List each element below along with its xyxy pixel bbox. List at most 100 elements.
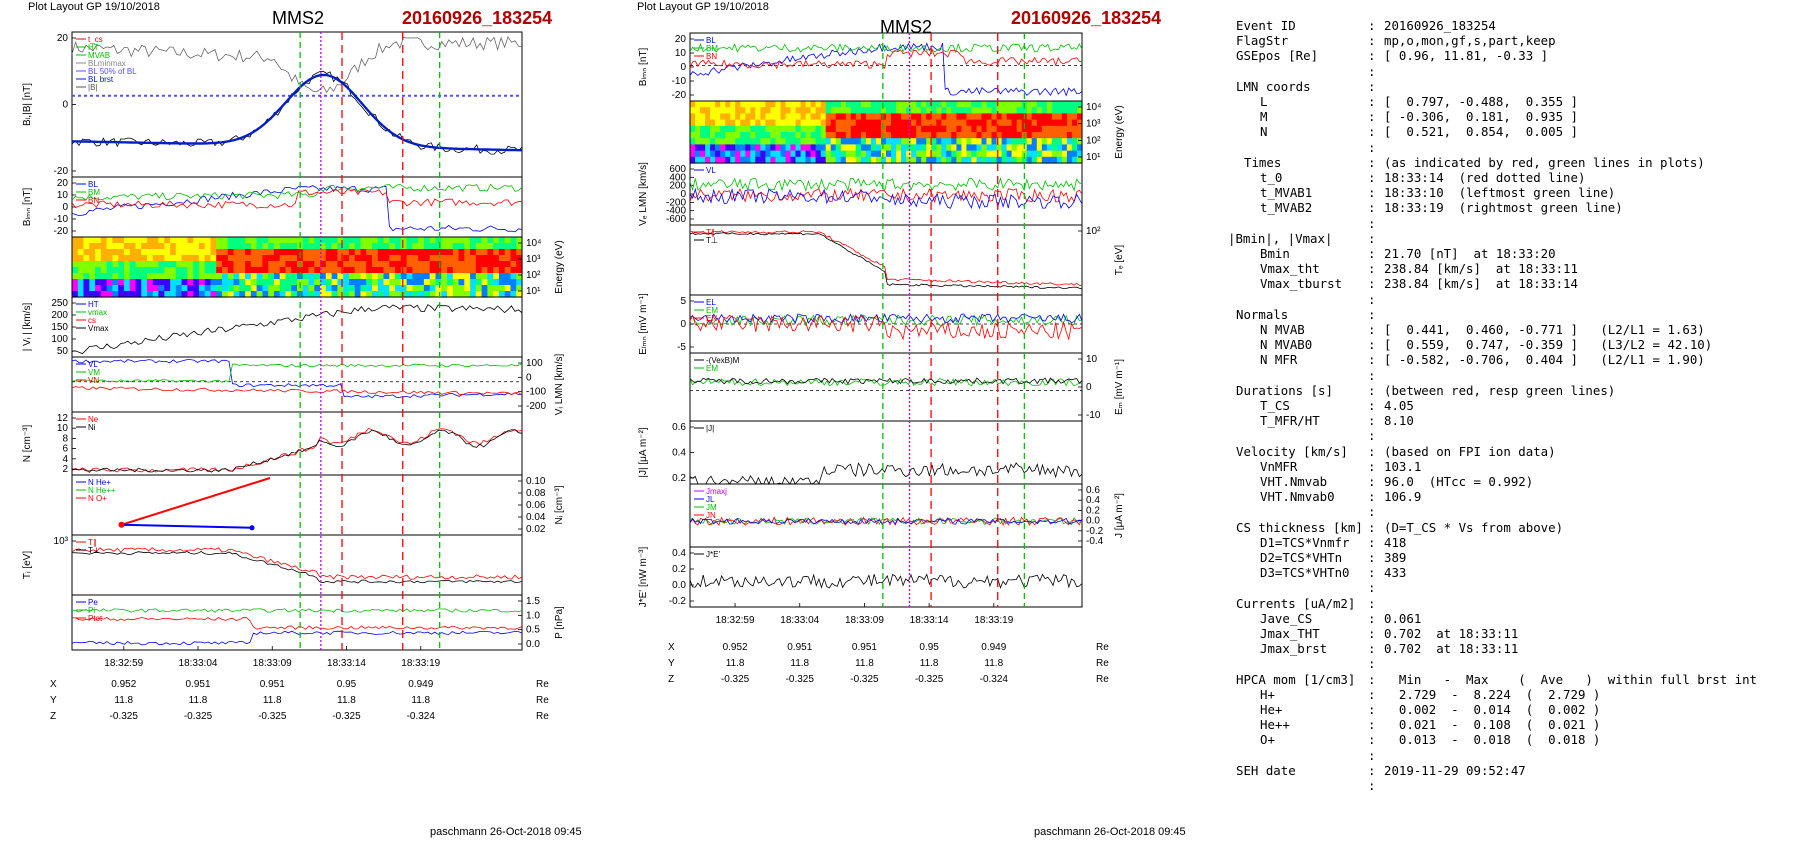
left-panel-espec-cell bbox=[72, 279, 79, 286]
right-panel-espec-cell bbox=[860, 132, 867, 139]
left-panel-espec-cell bbox=[343, 267, 350, 274]
left-panel-espec-cell bbox=[129, 261, 137, 268]
right-panel-espec-cell bbox=[1006, 132, 1013, 139]
right-panel-espec-cell bbox=[941, 144, 947, 152]
right-panel-velmn-ylabel: Vₑ LMN [km/s] bbox=[638, 162, 649, 226]
left-panel-espec-cell bbox=[222, 261, 229, 268]
left-panel-espec-cell bbox=[118, 261, 125, 268]
info-value: 418 bbox=[1384, 534, 1407, 550]
right-panel-espec-cell bbox=[916, 144, 922, 152]
right-panel-espec-cell bbox=[1077, 107, 1083, 114]
right-panel-espec-cell bbox=[1036, 144, 1043, 152]
left-panel-ti-frame bbox=[71, 534, 523, 596]
left-panel-espec-cell bbox=[325, 273, 333, 280]
info-key: N MFR bbox=[1260, 352, 1298, 368]
right-panel-espec-cell bbox=[1011, 150, 1018, 158]
right-panel-espec-cell bbox=[996, 144, 1003, 152]
right-panel-espec-cell bbox=[936, 156, 942, 164]
right-panel-espec-cell bbox=[1056, 156, 1063, 164]
left-panel-espec-cell bbox=[256, 243, 263, 250]
right-panel-espec-cell bbox=[755, 156, 761, 164]
left-panel-espec-cell bbox=[112, 273, 119, 280]
left-panel-espec-cell bbox=[210, 237, 217, 244]
left-panel-espec-cell bbox=[331, 261, 338, 268]
right-panel-espec-cell bbox=[765, 156, 771, 164]
right-panel-espec-cell bbox=[830, 132, 837, 139]
left-panel-espec-cell bbox=[372, 273, 379, 280]
right-panel-espec-cell bbox=[946, 107, 952, 114]
left-panel-espec-cell bbox=[135, 243, 142, 250]
left-panel-espec-cell bbox=[429, 255, 437, 262]
info-key: Jmax_brst bbox=[1260, 641, 1328, 657]
right-panel-espec-cell bbox=[976, 101, 983, 108]
left-panel-espec-cell bbox=[441, 261, 448, 268]
left-panel-espec-cell bbox=[72, 249, 79, 256]
right-panel-espec-cell bbox=[946, 119, 952, 127]
right-panel-espec-cell bbox=[1051, 132, 1058, 139]
left-panel-espec-cell bbox=[498, 255, 506, 262]
left-panel-espec-cell bbox=[348, 267, 356, 274]
right-panel-espec-cell bbox=[1001, 119, 1008, 127]
right-ephemeris-value: 0.951 bbox=[852, 642, 877, 653]
left-panel-espec-cell bbox=[389, 279, 396, 286]
left-panel-espec-cell bbox=[285, 255, 292, 262]
left-panel-espec-cell bbox=[262, 243, 269, 250]
left-panel-espec-cell bbox=[204, 267, 212, 274]
left-panel-espec-cell bbox=[493, 285, 500, 292]
right-panel-espec-cell bbox=[695, 119, 701, 127]
left-panel-espec-cell bbox=[123, 291, 131, 298]
left-panel-ti-ylabel: Tᵢ [eV] bbox=[22, 551, 33, 579]
right-panel-espec-cell bbox=[845, 107, 852, 114]
left-panel-vi-frame bbox=[71, 296, 523, 358]
left-event-title: 20160926_183254 bbox=[402, 8, 553, 28]
right-panel-espec-cell bbox=[750, 144, 756, 152]
right-panel-espec-cell bbox=[855, 150, 862, 158]
right-panel-espec-cell bbox=[740, 150, 746, 158]
left-panel-espec-cell bbox=[320, 291, 327, 298]
right-panel-espec-cell bbox=[966, 144, 972, 152]
left-panel-espec-cell bbox=[493, 261, 500, 268]
right-panel-espec-cell bbox=[785, 119, 792, 127]
right-panel-espec-cell bbox=[750, 119, 756, 127]
info-colon: : bbox=[1368, 580, 1376, 596]
right-panel-blmn-legend: BM bbox=[706, 44, 718, 53]
right-panel-espec-cell bbox=[845, 144, 852, 152]
right-panel-espec-cell bbox=[830, 101, 837, 108]
left-panel-espec-cell bbox=[158, 273, 165, 280]
right-panel-espec-cell bbox=[815, 150, 822, 158]
right-panel-espec-cell bbox=[1036, 138, 1043, 145]
left-panel-espec-cell bbox=[487, 243, 494, 250]
right-panel-espec-cell bbox=[795, 150, 802, 158]
left-panel-blmn-bm-line bbox=[71, 183, 523, 201]
info-colon: : bbox=[1368, 94, 1376, 109]
right-panel-espec-cell bbox=[870, 132, 877, 139]
right-panel-espec-cell bbox=[891, 113, 897, 121]
left-panel-espec-cell bbox=[77, 279, 85, 286]
info-colon: : bbox=[1368, 519, 1376, 535]
right-panel-espec-cell bbox=[981, 150, 988, 158]
left-panel-espec-cell bbox=[377, 273, 385, 280]
right-panel-espec-cell bbox=[700, 113, 706, 121]
left-panel-espec-cell bbox=[141, 291, 148, 298]
right-panel-espec-cell bbox=[936, 138, 942, 145]
right-panel-velmn-ytick: 0 bbox=[680, 189, 686, 200]
info-colon: : bbox=[1368, 398, 1376, 413]
right-panel-espec-cell bbox=[1071, 156, 1078, 164]
left-panel-espec-cell bbox=[406, 261, 413, 268]
right-panel-espec-cell bbox=[740, 119, 746, 127]
info-row: Currents [uA/m2]: bbox=[1232, 596, 1802, 611]
right-panel-espec-cell bbox=[770, 150, 776, 158]
left-ephemeris-value: 11.8 bbox=[189, 695, 208, 706]
right-panel-espec-cell bbox=[1006, 119, 1013, 127]
left-panel-espec-cell bbox=[112, 243, 119, 250]
left-panel-espec-cell bbox=[100, 249, 108, 256]
left-panel-espec-cell bbox=[435, 249, 442, 256]
info-key: He++ bbox=[1260, 717, 1290, 733]
left-panel-vi-ytick: 100 bbox=[51, 334, 68, 345]
info-colon: : bbox=[1368, 109, 1376, 125]
info-row: LMN coords: bbox=[1232, 79, 1802, 94]
right-panel-espec-cell bbox=[690, 138, 696, 145]
right-panel-espec-cell bbox=[780, 138, 787, 145]
left-panel-espec-cell bbox=[193, 249, 200, 256]
